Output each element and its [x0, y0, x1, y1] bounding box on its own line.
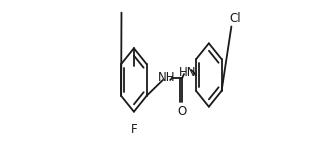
Text: NH: NH [158, 71, 175, 84]
Text: HN: HN [179, 66, 196, 79]
Text: Cl: Cl [229, 12, 241, 25]
Text: F: F [131, 123, 137, 136]
Text: O: O [178, 105, 187, 118]
